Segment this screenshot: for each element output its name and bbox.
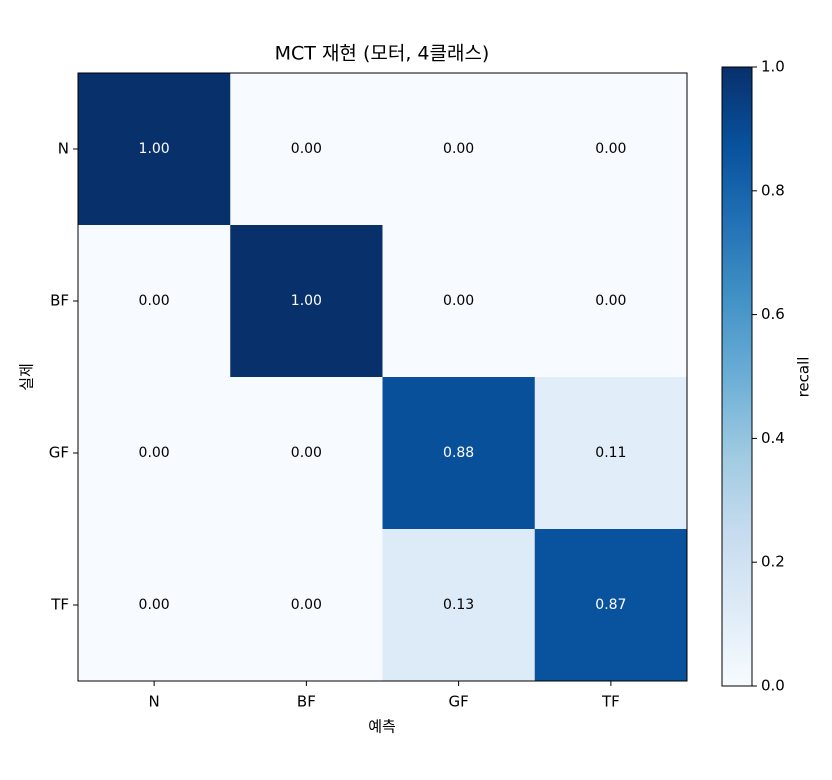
cell-label: 0.00 bbox=[443, 141, 474, 157]
heatmap-cell bbox=[230, 529, 383, 682]
heatmap-cell bbox=[534, 225, 688, 378]
heatmap-cell bbox=[534, 73, 688, 226]
colorbar-tick-label: 0.8 bbox=[761, 181, 785, 199]
cell-label: 0.00 bbox=[291, 141, 322, 157]
cell-label: 0.00 bbox=[291, 445, 322, 461]
heatmap-cell bbox=[78, 529, 231, 682]
cell-label: 1.00 bbox=[291, 293, 322, 309]
heatmap-cell bbox=[78, 73, 231, 226]
y-tick-label: GF bbox=[49, 444, 69, 462]
chart-title: MCT 재현 (모터, 4클래스) bbox=[275, 43, 490, 65]
heatmap-cell bbox=[78, 377, 231, 530]
heatmap-cell bbox=[382, 73, 536, 226]
colorbar-label: recall bbox=[795, 357, 813, 398]
colorbar-tick-label: 0.6 bbox=[761, 305, 785, 323]
y-axis-label: 실제 bbox=[18, 363, 36, 391]
cell-label: 0.88 bbox=[443, 445, 474, 461]
cell-label: 0.00 bbox=[291, 597, 322, 613]
heatmap-cell bbox=[382, 225, 536, 378]
heatmap-cell bbox=[230, 73, 383, 226]
cell-label: 0.87 bbox=[595, 597, 626, 613]
x-tick-label: N bbox=[149, 693, 160, 711]
heatmap-cell bbox=[230, 225, 383, 378]
plot-frame bbox=[77, 72, 688, 682]
cell-label: 0.11 bbox=[595, 445, 626, 461]
cell-label: 0.00 bbox=[139, 445, 170, 461]
cell-label: 0.00 bbox=[139, 597, 170, 613]
heatmap-cell bbox=[230, 377, 383, 530]
cell-label: 1.00 bbox=[139, 141, 170, 157]
x-tick-label: BF bbox=[297, 693, 316, 711]
heatmap-cell bbox=[534, 529, 688, 682]
cell-label: 0.00 bbox=[139, 293, 170, 309]
y-tick-label: TF bbox=[50, 596, 69, 614]
heatmap-cell bbox=[534, 377, 688, 530]
colorbar-tick-label: 1.0 bbox=[761, 58, 785, 76]
heatmap-cell bbox=[382, 529, 536, 682]
x-tick-label: TF bbox=[601, 693, 620, 711]
colorbar bbox=[721, 66, 753, 687]
heatmap-cell bbox=[382, 377, 536, 530]
x-tick-label: GF bbox=[448, 693, 468, 711]
cell-label: 0.00 bbox=[595, 141, 626, 157]
heatmap-cell bbox=[78, 225, 231, 378]
cell-label: 0.00 bbox=[443, 293, 474, 309]
colorbar-tick-label: 0.2 bbox=[761, 553, 785, 571]
colorbar-tick-label: 0.0 bbox=[761, 677, 785, 695]
cell-label: 0.13 bbox=[443, 597, 474, 613]
y-tick-label: N bbox=[58, 140, 69, 158]
y-tick-label: BF bbox=[50, 292, 69, 310]
x-axis-label: 예측 bbox=[368, 718, 396, 736]
cell-label: 0.00 bbox=[595, 293, 626, 309]
colorbar-tick-label: 0.4 bbox=[761, 429, 785, 447]
